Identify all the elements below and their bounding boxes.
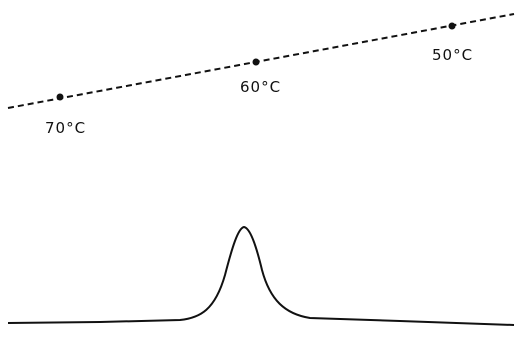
peak-curve [7, 225, 515, 326]
point-label: 70°C [45, 119, 86, 137]
point [448, 22, 456, 30]
point [56, 93, 64, 101]
point [252, 58, 260, 66]
dashed-line [7, 13, 515, 109]
point-label: 60°C [240, 78, 281, 96]
point-label: 50°C [432, 46, 473, 64]
